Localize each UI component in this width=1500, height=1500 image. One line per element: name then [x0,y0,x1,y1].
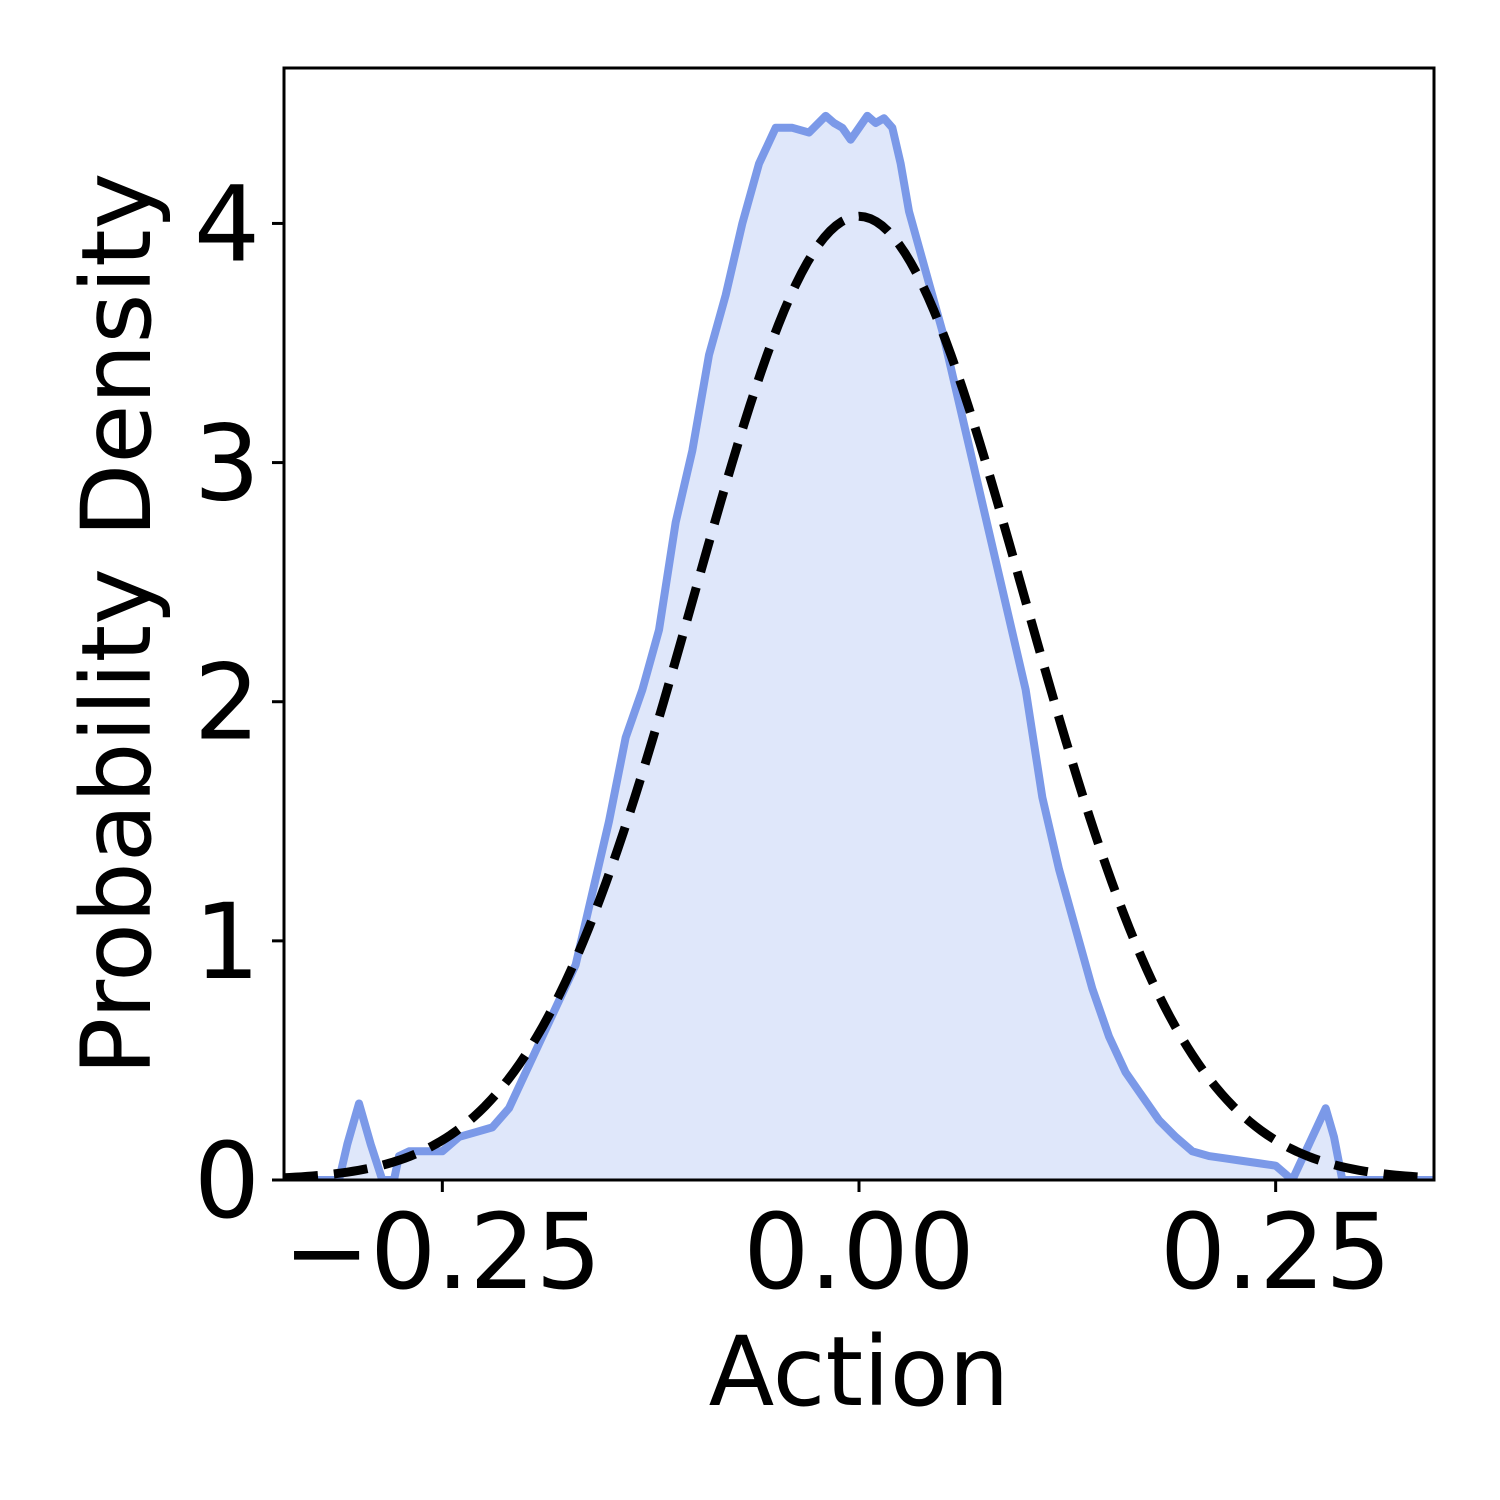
y-tick-label: 0 [194,1120,260,1242]
y-tick-label: 3 [194,403,260,525]
plot-layer [284,111,1434,1180]
y-tick-label: 4 [194,163,260,285]
density-area-fill [284,115,1434,1180]
y-axis-title: Probability Density [61,173,173,1076]
x-tick-label: −0.25 [283,1191,602,1313]
y-tick-label: 1 [194,881,260,1003]
x-tick-label: 0.00 [743,1191,975,1313]
density-line [284,111,1434,1180]
x-axis-title: Action [709,1316,1010,1428]
normal-fit-dashed-line [284,211,1434,1180]
y-tick-label: 2 [194,642,260,764]
axes-layer: −0.25 0.00 0.25 0 1 2 3 4 [194,66,1436,1313]
plot-area [284,111,1434,1180]
x-tick-label: 0.25 [1160,1191,1392,1313]
